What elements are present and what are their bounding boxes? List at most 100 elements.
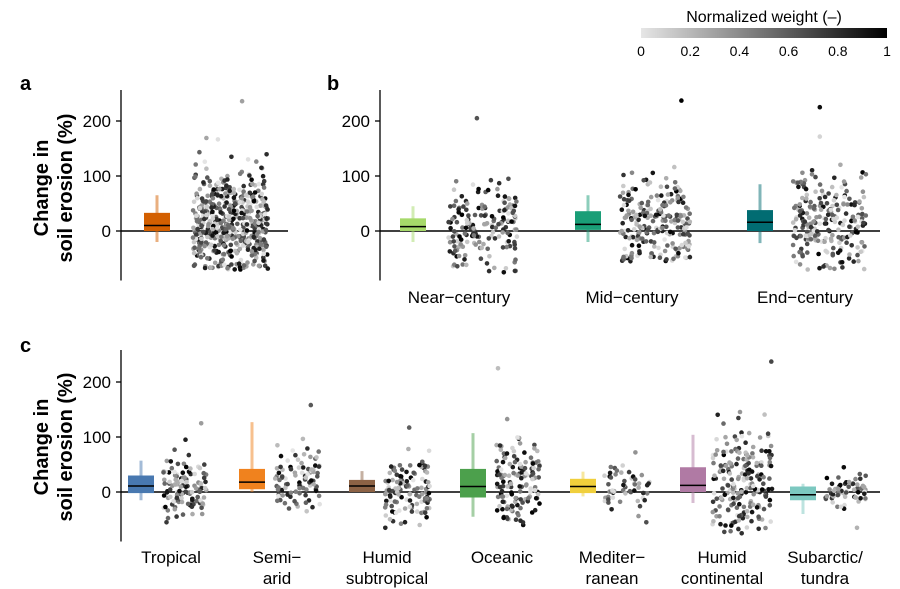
data-point <box>388 464 394 469</box>
data-point <box>607 470 613 476</box>
data-point <box>805 267 810 272</box>
data-point <box>252 221 258 226</box>
data-point <box>685 231 691 237</box>
data-point <box>387 470 393 476</box>
y-tick-label: 100 <box>342 167 370 186</box>
data-point <box>461 204 466 209</box>
data-point <box>643 239 649 244</box>
data-point <box>229 254 234 259</box>
data-point <box>192 245 197 250</box>
data-point <box>451 187 457 192</box>
data-point <box>316 464 322 469</box>
data-point <box>722 492 728 498</box>
data-point <box>215 234 221 239</box>
data-point <box>648 194 654 200</box>
y-tick-label: 200 <box>83 373 111 392</box>
data-point <box>645 199 651 205</box>
data-point <box>249 253 255 258</box>
data-point <box>620 190 626 196</box>
data-point <box>500 459 506 465</box>
data-point <box>497 503 502 509</box>
data-point <box>165 508 171 513</box>
data-point <box>256 181 262 187</box>
y-axis-title-line2: soil erosion (%) <box>55 114 77 263</box>
y-tick-label: 0 <box>102 222 111 241</box>
data-point <box>512 195 518 201</box>
data-point <box>687 219 693 225</box>
data-point <box>404 479 410 484</box>
data-point <box>205 193 210 199</box>
data-point <box>257 236 263 241</box>
data-point <box>313 463 318 468</box>
data-point <box>683 205 689 210</box>
data-point <box>189 489 195 495</box>
data-point <box>834 202 840 208</box>
data-point <box>460 225 465 230</box>
data-point <box>633 450 638 455</box>
data-point <box>815 238 821 244</box>
data-point <box>411 470 417 476</box>
data-point <box>606 482 611 487</box>
data-point <box>806 215 812 220</box>
data-point <box>506 239 512 244</box>
data-point <box>252 190 258 195</box>
data-point <box>494 442 499 448</box>
data-point <box>732 434 738 439</box>
data-point <box>309 467 314 472</box>
data-point <box>193 486 199 491</box>
data-point <box>831 488 837 494</box>
data-point <box>503 266 509 271</box>
data-point <box>486 236 492 241</box>
data-point <box>720 486 725 491</box>
data-point <box>398 521 404 526</box>
boxplot <box>349 471 375 492</box>
data-point <box>185 501 191 507</box>
points-group <box>446 115 520 275</box>
data-point <box>792 228 798 233</box>
data-point <box>186 452 192 458</box>
data-point <box>672 164 677 170</box>
data-point <box>515 473 521 478</box>
data-point <box>210 216 216 221</box>
data-point <box>265 266 271 271</box>
data-point <box>240 243 246 248</box>
data-point <box>197 465 203 471</box>
data-point <box>523 459 528 465</box>
data-point <box>817 104 823 110</box>
data-point <box>514 227 519 232</box>
data-point <box>254 204 259 210</box>
data-point <box>807 204 813 209</box>
data-point <box>511 208 517 214</box>
data-point <box>678 213 684 219</box>
data-point <box>455 238 460 244</box>
data-point <box>829 212 835 218</box>
data-point <box>666 213 671 218</box>
y-axis-title-line1: Change in <box>31 399 53 496</box>
data-point <box>678 188 683 194</box>
data-point <box>481 241 486 247</box>
data-point <box>743 463 748 469</box>
y-tick-label: 200 <box>83 112 111 131</box>
data-point <box>673 246 678 252</box>
data-point <box>721 449 726 455</box>
data-point <box>632 482 638 487</box>
data-point <box>790 179 796 184</box>
data-point <box>277 477 282 483</box>
data-point <box>602 473 607 479</box>
data-point <box>197 488 203 494</box>
data-point <box>171 499 176 504</box>
data-point <box>767 476 772 481</box>
data-point <box>230 225 236 231</box>
data-point <box>247 190 253 196</box>
points-group <box>272 402 323 514</box>
data-point <box>723 523 728 528</box>
data-point <box>622 478 627 484</box>
data-point <box>253 159 259 164</box>
data-point <box>222 204 227 209</box>
colorbar-tick-label: 0.4 <box>730 43 750 59</box>
data-point <box>221 230 226 236</box>
data-point <box>763 494 769 499</box>
data-point <box>487 253 492 259</box>
data-point <box>386 487 392 493</box>
data-point <box>672 186 678 191</box>
